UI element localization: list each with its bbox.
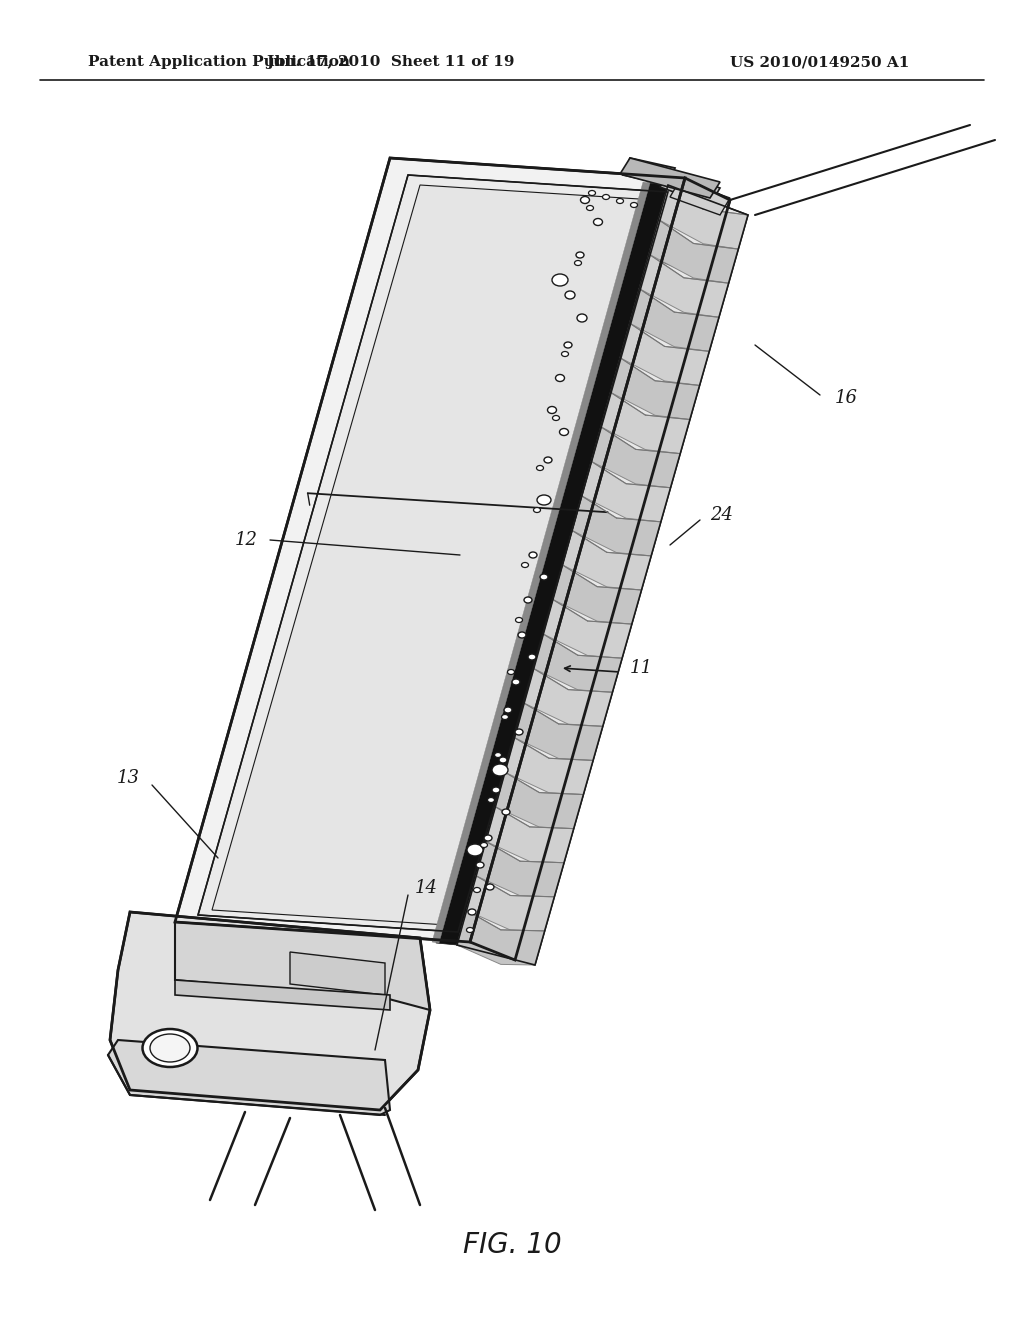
Ellipse shape bbox=[552, 275, 568, 286]
Polygon shape bbox=[591, 426, 680, 487]
Polygon shape bbox=[198, 176, 668, 932]
Ellipse shape bbox=[616, 198, 624, 203]
Text: 12: 12 bbox=[234, 531, 258, 549]
Ellipse shape bbox=[492, 764, 508, 776]
Polygon shape bbox=[514, 704, 603, 760]
Ellipse shape bbox=[495, 752, 502, 758]
Ellipse shape bbox=[537, 495, 551, 506]
Polygon shape bbox=[467, 876, 554, 931]
Polygon shape bbox=[496, 772, 584, 829]
Ellipse shape bbox=[521, 562, 528, 568]
Polygon shape bbox=[505, 738, 593, 795]
Ellipse shape bbox=[589, 190, 596, 195]
Polygon shape bbox=[670, 180, 730, 215]
Ellipse shape bbox=[565, 290, 575, 300]
Polygon shape bbox=[660, 170, 720, 205]
Ellipse shape bbox=[467, 843, 483, 855]
Ellipse shape bbox=[564, 342, 572, 348]
Polygon shape bbox=[582, 462, 671, 521]
Ellipse shape bbox=[467, 928, 473, 932]
Polygon shape bbox=[175, 158, 685, 942]
Polygon shape bbox=[534, 634, 623, 692]
Text: Jun. 17, 2010  Sheet 11 of 19: Jun. 17, 2010 Sheet 11 of 19 bbox=[266, 55, 514, 69]
Polygon shape bbox=[658, 185, 748, 249]
Polygon shape bbox=[620, 158, 720, 198]
Ellipse shape bbox=[537, 466, 544, 470]
Ellipse shape bbox=[561, 351, 568, 356]
Ellipse shape bbox=[559, 429, 568, 436]
Polygon shape bbox=[175, 921, 430, 1010]
Polygon shape bbox=[621, 323, 710, 385]
Ellipse shape bbox=[577, 314, 587, 322]
Ellipse shape bbox=[486, 884, 494, 890]
Polygon shape bbox=[432, 182, 650, 942]
Text: Patent Application Publication: Patent Application Publication bbox=[88, 55, 350, 69]
Polygon shape bbox=[562, 531, 651, 590]
Ellipse shape bbox=[524, 597, 532, 603]
Polygon shape bbox=[476, 841, 564, 896]
Ellipse shape bbox=[499, 756, 507, 763]
Ellipse shape bbox=[476, 862, 484, 869]
Polygon shape bbox=[623, 158, 675, 185]
Ellipse shape bbox=[553, 416, 559, 421]
Ellipse shape bbox=[575, 252, 584, 257]
Ellipse shape bbox=[150, 1034, 190, 1063]
Polygon shape bbox=[470, 178, 730, 960]
Ellipse shape bbox=[492, 787, 500, 793]
Ellipse shape bbox=[548, 407, 556, 413]
Polygon shape bbox=[290, 952, 385, 995]
Text: 14: 14 bbox=[415, 879, 438, 898]
Ellipse shape bbox=[487, 797, 495, 803]
Ellipse shape bbox=[528, 653, 536, 660]
Ellipse shape bbox=[518, 632, 526, 638]
Ellipse shape bbox=[581, 197, 590, 203]
Polygon shape bbox=[572, 496, 660, 556]
Polygon shape bbox=[212, 185, 655, 925]
Polygon shape bbox=[108, 1040, 390, 1115]
Polygon shape bbox=[175, 979, 390, 1010]
Text: FIG. 10: FIG. 10 bbox=[463, 1232, 561, 1259]
Ellipse shape bbox=[480, 842, 487, 847]
Text: 24: 24 bbox=[710, 506, 733, 524]
Text: 11: 11 bbox=[630, 659, 653, 677]
Ellipse shape bbox=[540, 574, 548, 579]
Text: 16: 16 bbox=[835, 389, 858, 407]
Ellipse shape bbox=[594, 219, 602, 226]
Ellipse shape bbox=[504, 708, 512, 713]
Ellipse shape bbox=[502, 809, 510, 814]
Polygon shape bbox=[553, 565, 641, 624]
Polygon shape bbox=[601, 392, 690, 454]
Ellipse shape bbox=[508, 669, 514, 675]
Ellipse shape bbox=[534, 507, 541, 512]
Ellipse shape bbox=[515, 729, 523, 735]
Polygon shape bbox=[485, 807, 573, 863]
Polygon shape bbox=[457, 185, 748, 965]
Polygon shape bbox=[630, 289, 719, 351]
Polygon shape bbox=[639, 253, 729, 317]
Ellipse shape bbox=[515, 618, 522, 623]
Ellipse shape bbox=[544, 457, 552, 463]
Ellipse shape bbox=[468, 909, 476, 915]
Polygon shape bbox=[544, 599, 632, 659]
Text: US 2010/0149250 A1: US 2010/0149250 A1 bbox=[730, 55, 909, 69]
Ellipse shape bbox=[484, 836, 492, 841]
Text: 13: 13 bbox=[117, 770, 140, 787]
Polygon shape bbox=[649, 219, 738, 284]
Ellipse shape bbox=[529, 552, 537, 558]
Ellipse shape bbox=[512, 678, 520, 685]
Ellipse shape bbox=[631, 202, 638, 207]
Ellipse shape bbox=[602, 194, 609, 199]
Polygon shape bbox=[610, 358, 699, 420]
Ellipse shape bbox=[502, 714, 509, 719]
Ellipse shape bbox=[555, 375, 564, 381]
Polygon shape bbox=[110, 912, 430, 1110]
Ellipse shape bbox=[142, 1030, 198, 1067]
Ellipse shape bbox=[587, 206, 594, 210]
Polygon shape bbox=[436, 183, 668, 945]
Ellipse shape bbox=[574, 260, 582, 265]
Ellipse shape bbox=[473, 887, 480, 892]
Polygon shape bbox=[457, 911, 545, 965]
Polygon shape bbox=[524, 669, 612, 726]
